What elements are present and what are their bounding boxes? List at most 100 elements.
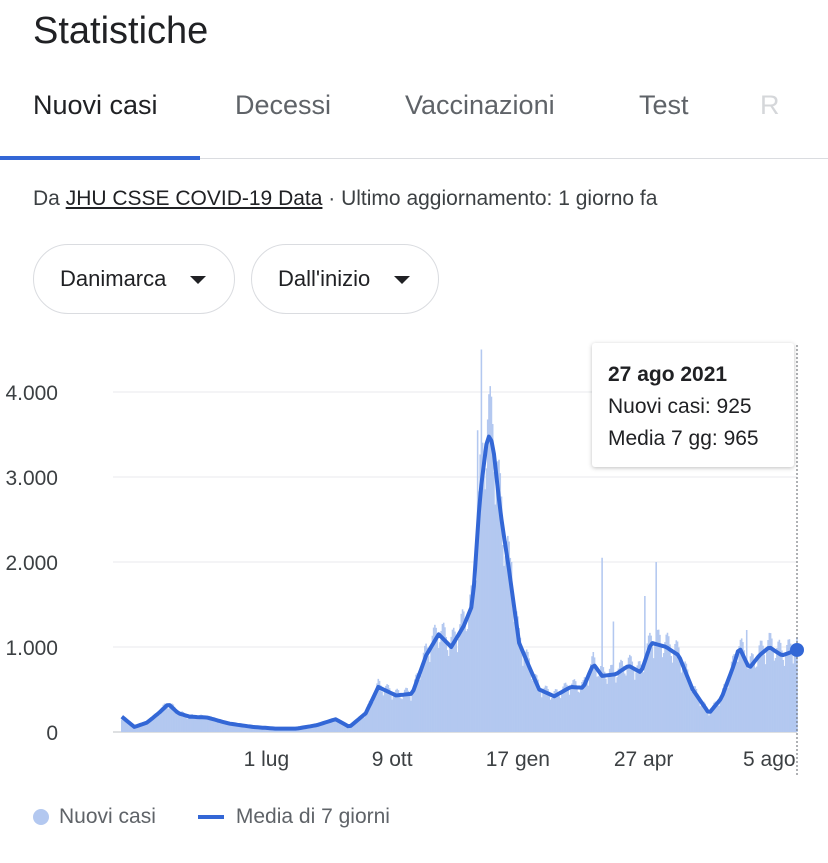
case-bar [515, 611, 518, 732]
case-bar [603, 671, 606, 732]
case-bar [657, 629, 660, 732]
y-tick-label-2: 2.000 [5, 552, 58, 575]
case-bar [363, 717, 366, 732]
tab-r[interactable]: R [760, 90, 780, 120]
legend-avg-swatch [197, 815, 224, 819]
case-bar [220, 719, 222, 732]
case-bar [710, 709, 713, 732]
case-bar [661, 657, 664, 732]
case-bar [587, 685, 590, 732]
tab-nuovi-casi[interactable]: Nuovi casi [33, 90, 158, 120]
tab-bar: Nuovi casi Decessi Vaccinazioni Test R [0, 70, 828, 160]
case-bar [397, 690, 400, 732]
country-dropdown[interactable]: Danimarca [33, 244, 235, 314]
case-bar [406, 688, 408, 732]
case-bar [432, 627, 435, 732]
case-bar [343, 724, 346, 732]
case-bar [336, 721, 338, 732]
range-dropdown[interactable]: Dall'inizio [251, 244, 439, 314]
case-bar [167, 708, 170, 732]
case-bar [528, 658, 530, 732]
country-dropdown-label: Danimarca [60, 266, 167, 291]
case-bar [742, 642, 744, 732]
case-bar [269, 728, 271, 732]
case-bar [722, 688, 724, 732]
case-bar [132, 725, 134, 732]
case-bar [392, 696, 395, 732]
cases-chart[interactable]: 0 1.000 2.000 3.000 4.000 1 lug 9 ott 17 gen 27 … [0, 330, 828, 780]
case-bar [200, 714, 202, 732]
case-bar [576, 685, 578, 732]
case-bar [398, 693, 401, 732]
case-bar [761, 640, 763, 732]
case-bar [655, 562, 657, 732]
tab-test[interactable]: Test [639, 90, 689, 120]
case-bar [349, 724, 352, 732]
case-bar [227, 722, 230, 732]
case-bar [412, 686, 415, 732]
case-bar [319, 723, 322, 732]
case-bar [595, 666, 597, 732]
case-bar [728, 681, 730, 732]
case-bar [430, 647, 432, 732]
case-bar [757, 654, 759, 732]
case-bar [235, 723, 237, 732]
source-link[interactable]: JHU CSSE COVID-19 Data [65, 187, 323, 210]
case-bar [415, 674, 417, 732]
tab-vaccinazioni[interactable]: Vaccinazioni [405, 90, 555, 120]
case-bar [732, 655, 734, 732]
case-bar [210, 716, 212, 732]
case-bar [533, 676, 535, 732]
case-bar [649, 632, 651, 732]
chevron-down-icon [190, 276, 206, 284]
case-bar [642, 672, 645, 732]
case-bar [771, 638, 773, 732]
case-bar [474, 574, 476, 732]
case-bar [317, 725, 319, 732]
case-bar [766, 651, 768, 732]
case-bar [703, 701, 705, 732]
tab-decessi[interactable]: Decessi [235, 90, 332, 120]
case-bar [407, 690, 410, 732]
case-bar [156, 713, 158, 732]
case-bar [134, 725, 137, 732]
case-bar [351, 723, 353, 732]
case-bar [471, 584, 474, 732]
case-bar [137, 725, 139, 732]
tooltip-cases: Nuovi casi: 925 [608, 395, 752, 418]
case-bar [254, 726, 256, 732]
case-bar [165, 703, 167, 732]
case-bar [499, 473, 502, 732]
case-bar [584, 677, 587, 732]
case-bar [547, 688, 549, 732]
case-bar [577, 691, 579, 732]
case-bar [148, 722, 151, 732]
case-bar [437, 647, 440, 732]
case-bar [675, 640, 678, 732]
case-bar [393, 692, 396, 732]
case-bar [618, 662, 621, 732]
case-bar [590, 664, 592, 732]
case-bar [182, 712, 185, 732]
case-bar [691, 688, 694, 732]
case-bar [557, 691, 559, 732]
case-bar [551, 697, 553, 732]
case-bar [173, 706, 176, 732]
case-bar [362, 716, 364, 732]
case-bar [371, 699, 373, 732]
case-bar [762, 645, 764, 732]
case-bar [793, 655, 796, 732]
case-bar [180, 711, 182, 732]
case-bar [226, 722, 229, 732]
x-tick-label-2: 17 gen [486, 748, 550, 771]
case-bar [747, 668, 749, 732]
case-bar [425, 643, 427, 732]
case-bar [591, 656, 593, 732]
case-bar [259, 727, 261, 732]
case-bar [490, 396, 493, 732]
case-bar [242, 726, 245, 732]
case-bar [602, 667, 605, 732]
case-bar [493, 472, 495, 732]
case-bar [485, 468, 488, 732]
case-bar [411, 694, 414, 732]
